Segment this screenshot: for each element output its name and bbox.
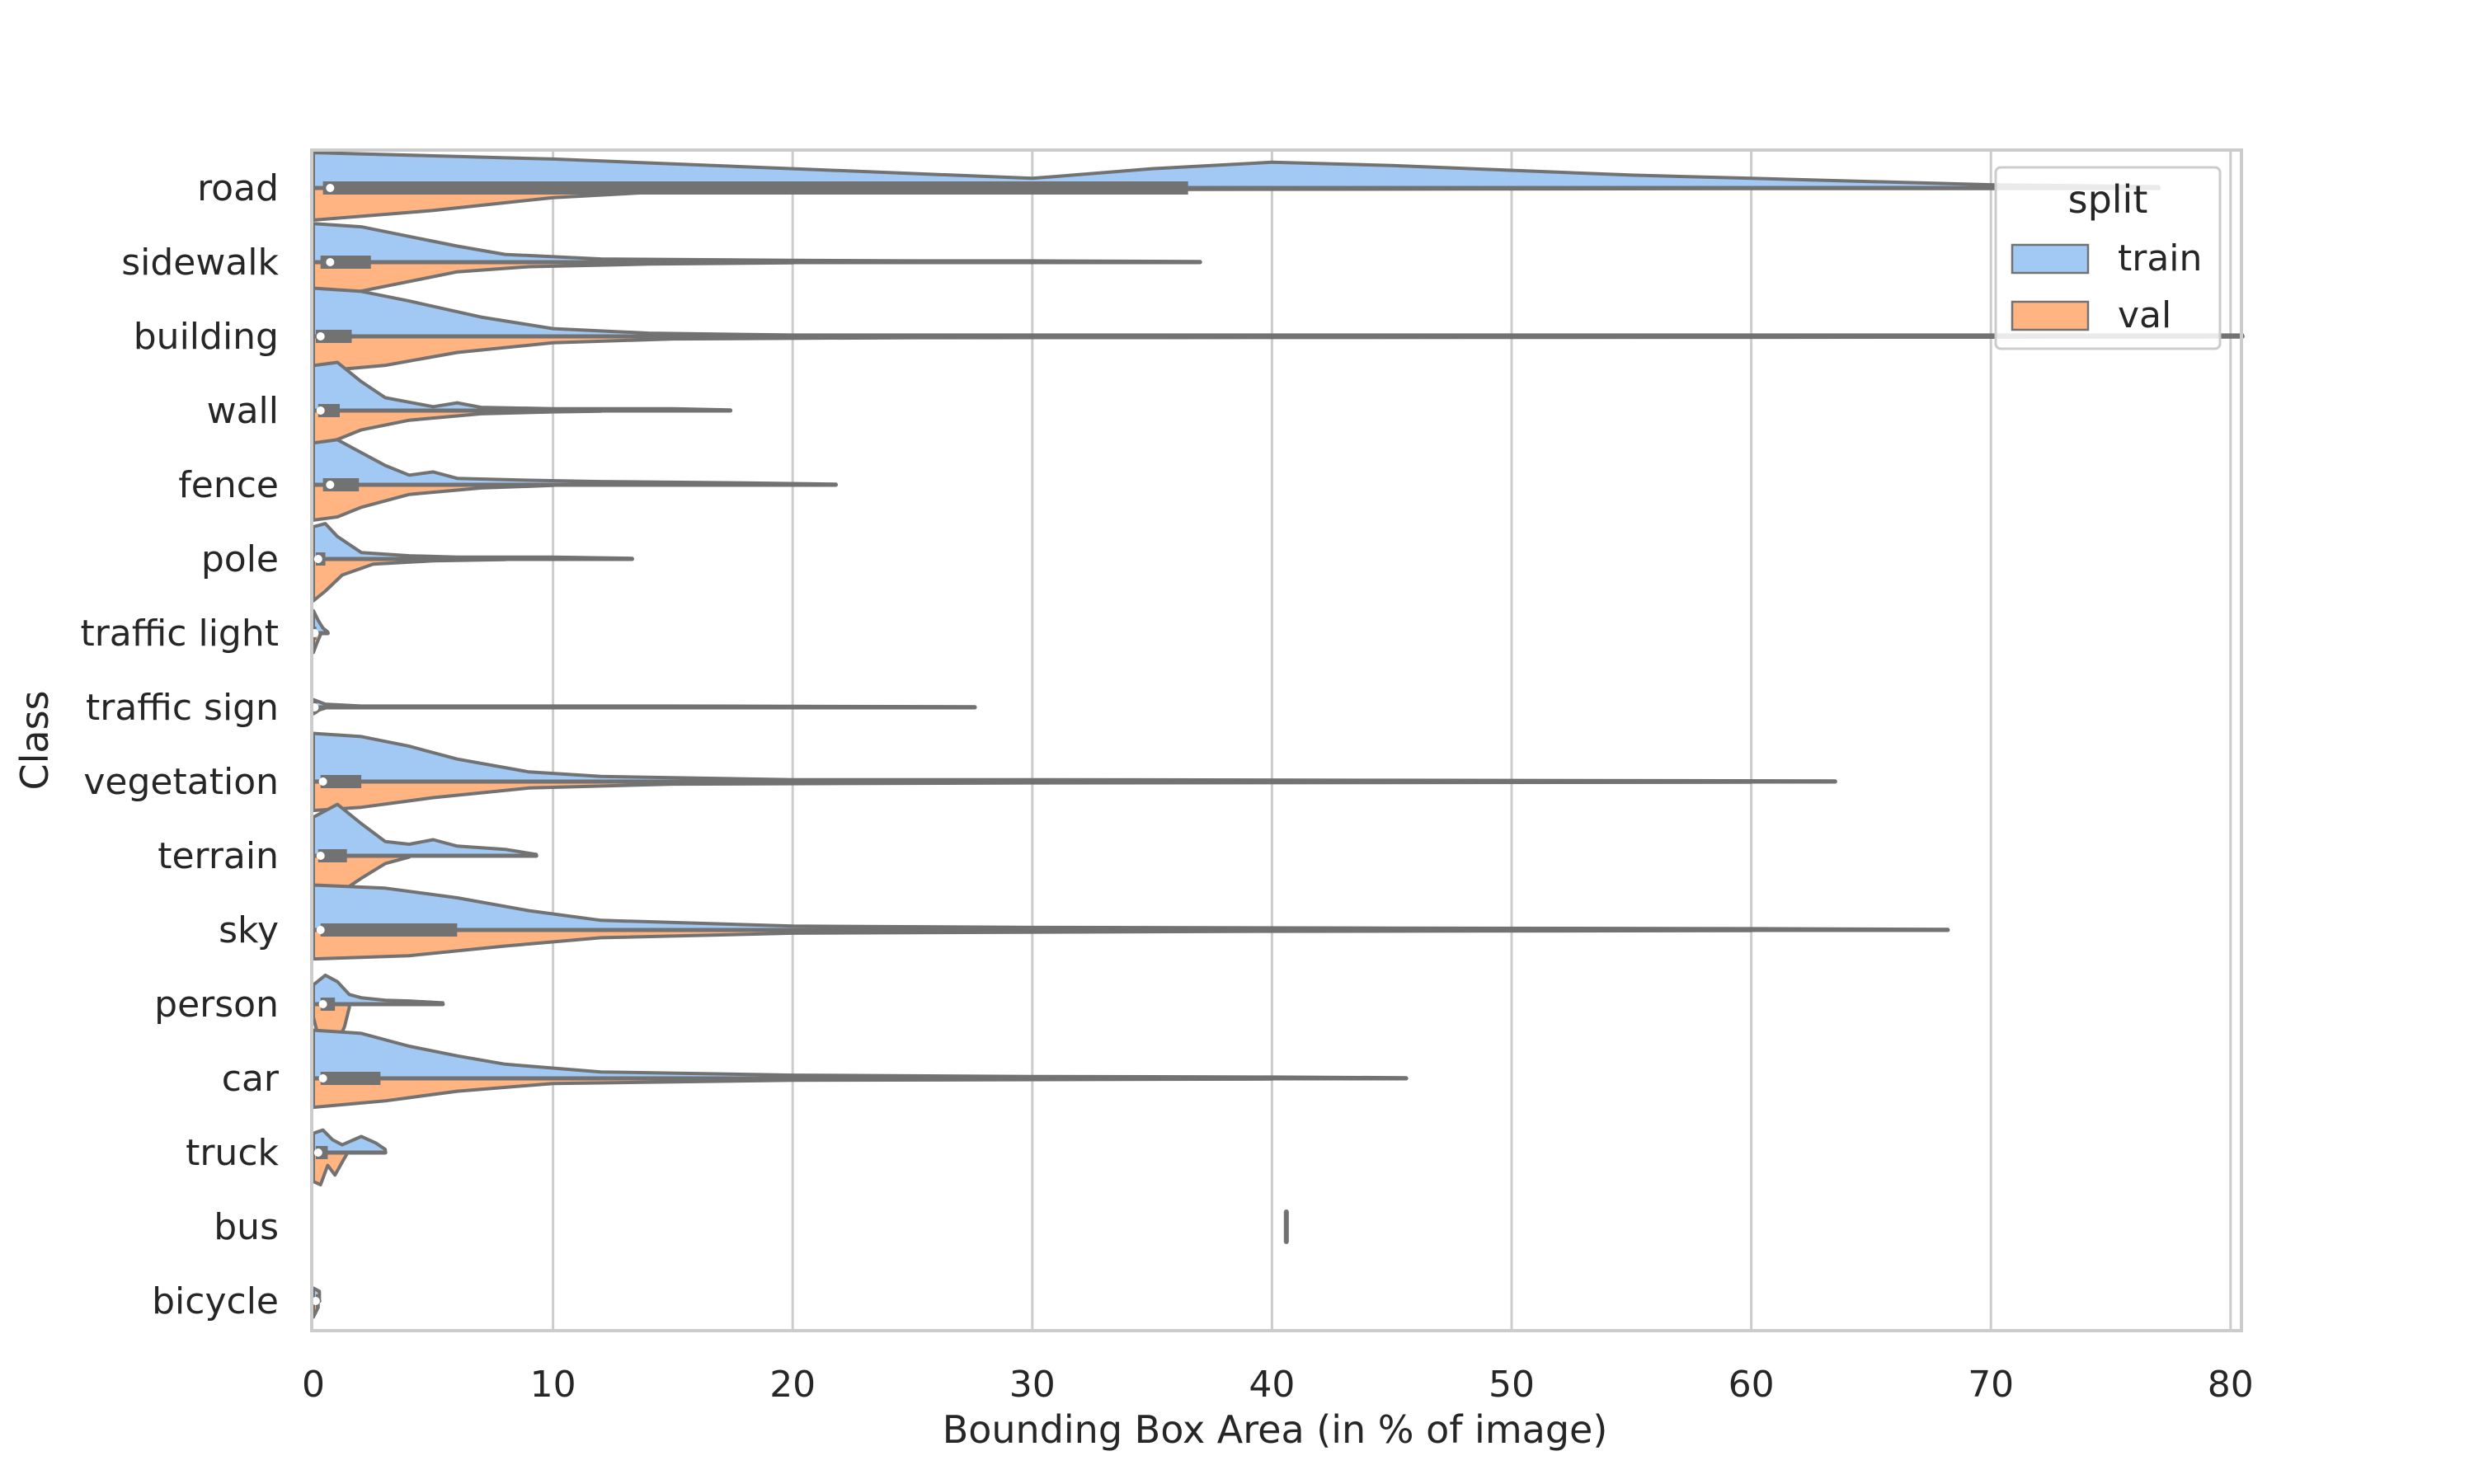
- plot-frame: [310, 148, 2243, 1332]
- legend-swatch-val: [2011, 300, 2090, 331]
- violin-fence: [311, 438, 839, 522]
- violin-vegetation: [311, 731, 1837, 813]
- x-tick-label: 0: [302, 1364, 325, 1406]
- iqr-box-vegetation: [320, 775, 362, 788]
- y-tick-label-traffic-sign: traffic sign: [86, 687, 279, 729]
- y-tick-label-traffic-light: traffic light: [80, 613, 279, 655]
- y-tick-label-fence: fence: [178, 464, 279, 506]
- x-tick-label: 70: [1968, 1364, 2014, 1406]
- median-dot-terrain: [316, 852, 325, 860]
- y-tick-label-car: car: [222, 1058, 280, 1100]
- y-tick-label-terrain: terrain: [158, 835, 279, 877]
- violins: [310, 151, 2245, 1319]
- y-tick-label-wall: wall: [207, 390, 279, 432]
- violin-train-sky: [312, 883, 1950, 932]
- violin-car: [311, 1028, 1409, 1110]
- violin-val-building: [312, 335, 2245, 373]
- x-tick-label: 40: [1249, 1364, 1295, 1406]
- grid-lines: [552, 150, 2232, 1331]
- violin-train-terrain: [312, 802, 539, 857]
- median-dot-wall: [316, 406, 325, 415]
- iqr-box-building: [315, 330, 352, 343]
- median-dot-truck: [313, 1148, 322, 1157]
- median-dot-car: [318, 1074, 327, 1082]
- y-tick-label-building: building: [134, 316, 279, 358]
- x-tick-label: 20: [769, 1364, 816, 1406]
- violin-traffic-sign: [310, 697, 977, 716]
- legend: split train val: [1994, 166, 2222, 350]
- violin-sidewalk: [311, 222, 1202, 296]
- iqr-box-sidewalk: [320, 256, 371, 269]
- violin-building: [311, 286, 2245, 373]
- x-axis-title: Bounding Box Area (in % of image): [943, 1407, 1608, 1452]
- iqr-box-car: [320, 1072, 381, 1085]
- x-tick-labels: 0 10 20 30 40 50 60 70 80: [302, 1364, 2254, 1406]
- violin-terrain: [311, 802, 539, 899]
- median-dot-sky: [316, 926, 325, 934]
- y-tick-label-truck: truck: [186, 1132, 279, 1174]
- y-axis-title: Class: [12, 690, 57, 790]
- iqr-box-terrain: [317, 849, 347, 862]
- violin-train-vegetation: [312, 731, 1837, 783]
- median-dot-person: [318, 1000, 327, 1008]
- median-dot-vegetation: [318, 777, 327, 786]
- violin-val-wall: [312, 409, 603, 448]
- violin-train-pole: [312, 522, 634, 561]
- median-dot-sidewalk: [326, 258, 335, 266]
- legend-label-train: train: [2118, 237, 2202, 279]
- x-tick-label: 60: [1729, 1364, 1775, 1406]
- median-dot-fence: [326, 481, 335, 489]
- iqr-box-wall: [317, 404, 340, 417]
- legend-swatch-train: [2011, 243, 2090, 275]
- violin-train-fence: [312, 438, 838, 486]
- violin-wall: [311, 360, 733, 448]
- violin-pole: [311, 522, 634, 603]
- violin-train-sidewalk: [312, 222, 1202, 264]
- legend-title: split: [2068, 177, 2148, 222]
- legend-label-val: val: [2118, 294, 2171, 336]
- iqr-box-road: [322, 181, 1188, 195]
- x-tick-label: 50: [1489, 1364, 1535, 1406]
- median-dot-building: [316, 332, 325, 340]
- y-tick-label-pole: pole: [201, 538, 279, 580]
- y-tick-labels: road sidewalk building wall fence pole traffic…: [80, 167, 279, 1322]
- violin-sky: [311, 883, 1950, 961]
- median-dot-road: [326, 184, 335, 192]
- x-tick-label: 80: [2208, 1364, 2254, 1406]
- median-dot-pole: [313, 555, 322, 563]
- x-tick-label: 10: [530, 1364, 576, 1406]
- violin-truck: [311, 1128, 388, 1186]
- median-dot-bicycle: [311, 1297, 320, 1305]
- violin-train-car: [312, 1028, 1409, 1080]
- y-tick-label-vegetation: vegetation: [83, 761, 279, 803]
- violin-train-wall: [312, 360, 732, 412]
- iqr-box-sky: [320, 923, 458, 937]
- violin-train-building: [312, 286, 2245, 338]
- violin-val-pole: [312, 557, 507, 603]
- y-tick-label-road: road: [197, 167, 279, 209]
- violin-road: [311, 151, 2161, 222]
- y-tick-label-sidewalk: sidewalk: [121, 242, 279, 284]
- y-tick-label-sky: sky: [219, 909, 279, 951]
- y-tick-label-bicycle: bicycle: [152, 1280, 279, 1322]
- y-tick-label-bus: bus: [214, 1206, 279, 1248]
- y-tick-label-person: person: [154, 984, 279, 1026]
- x-tick-label: 30: [1009, 1364, 1056, 1406]
